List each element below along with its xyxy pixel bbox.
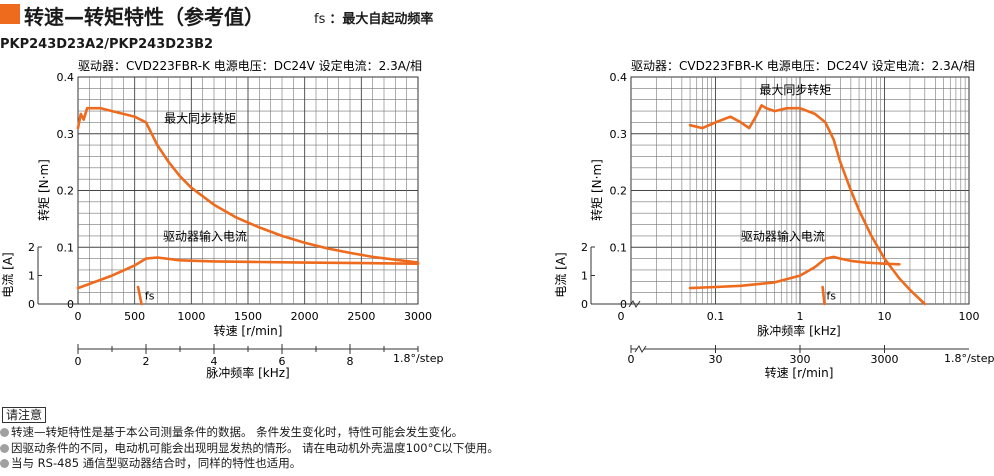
x-tick-label: 1 xyxy=(797,310,804,323)
secondary-tick-label: 8 xyxy=(347,355,354,368)
header: 转速—转矩特性（参考值） fs ：最大自起动频率 xyxy=(0,0,994,30)
y-tick-label: 0.2 xyxy=(57,185,75,198)
notes-title: 请注意 xyxy=(2,407,47,423)
y-tick-label: 0.1 xyxy=(610,241,628,254)
y-tick-label: 0.4 xyxy=(610,71,628,84)
series-label: 最大同步转矩 xyxy=(759,82,831,97)
note-item: 因驱动条件的不同，电动机可能会出现明显发热的情形。 请在电动机外壳温度100°C… xyxy=(0,441,994,457)
y-tick-label: 0.4 xyxy=(57,71,75,84)
notes: 请注意 转速—转矩特性是基于本公司测量条件的数据。 条件发生变化时，特性可能会发… xyxy=(0,404,994,472)
series-line-1 xyxy=(688,255,901,290)
page-title: 转速—转矩特性（参考值） xyxy=(24,5,264,29)
x-tick-label: 10 xyxy=(878,310,892,323)
chart-left: 驱动器：CVD223FBR-K 电源电压：DC24V 设定电流：2.3A/相 转… xyxy=(1,58,444,380)
series-label: fs xyxy=(145,289,155,302)
title-square-icon xyxy=(0,4,20,24)
secondary-tick-label: 0 xyxy=(628,353,635,366)
series-line-1 xyxy=(76,256,420,290)
secondary-axis-label: 脉冲频率 [kHz] xyxy=(206,365,289,380)
bullet-icon xyxy=(0,459,9,468)
note-item: 当与 RS-485 通信型驱动器结合时，同样的特性也适用。 xyxy=(0,456,994,472)
x-tick-label: 1000 xyxy=(177,310,205,323)
secondary-tick-label: 4 xyxy=(211,355,218,368)
current-tick-label: 0 xyxy=(28,298,35,311)
y-tick-label: 0.3 xyxy=(57,128,75,141)
bullet-icon xyxy=(0,428,9,437)
driver-info: 驱动器：CVD223FBR-K 电源电压：DC24V 设定电流：2.3A/相 xyxy=(631,58,975,73)
note-item: 转速—转矩特性是基于本公司测量条件的数据。 条件发生变化时，特性可能会发生变化。 xyxy=(0,425,994,441)
y-tick-label: 0.3 xyxy=(610,128,628,141)
secondary-axis-note: 1.8°/step xyxy=(393,352,444,365)
x-axis-label: 脉冲频率 [kHz] xyxy=(757,323,840,338)
current-tick-label: 2 xyxy=(28,241,35,254)
subtitle: fs ：最大自起动频率 xyxy=(314,8,433,27)
y2-axis-label: 电流 [A] xyxy=(1,252,15,297)
x-tick-label: 0 xyxy=(618,310,625,323)
series-label: 驱动器输入电流 xyxy=(741,228,825,243)
y-tick-label: 0.1 xyxy=(57,241,75,254)
x-tick-label: 2000 xyxy=(291,310,319,323)
series-label: 最大同步转矩 xyxy=(164,110,236,125)
y-axis-label: 转矩 [N·m] xyxy=(589,159,604,221)
x-tick-label: 0.1 xyxy=(707,310,725,323)
x-tick-label: 3000 xyxy=(404,310,432,323)
note-text: 因驱动条件的不同，电动机可能会出现明显发热的情形。 请在电动机外壳温度100°C… xyxy=(11,440,499,455)
series-label: 驱动器输入电流 xyxy=(163,228,247,243)
secondary-axis-label: 转速 [r/min] xyxy=(765,365,834,380)
note-text: 当与 RS-485 通信型驱动器结合时，同样的特性也适用。 xyxy=(11,456,302,470)
bullet-icon xyxy=(0,443,9,453)
secondary-axis-note: 1.8°/step xyxy=(944,352,994,365)
x-tick-label: 2500 xyxy=(347,310,375,323)
subtitle-key: fs xyxy=(314,12,326,27)
axis-break-icon xyxy=(628,300,641,308)
y2-axis-label: 电流 [A] xyxy=(554,252,568,297)
current-tick-label: 1 xyxy=(28,270,35,283)
current-tick-label: 1 xyxy=(581,270,588,283)
secondary-tick-label: 30 xyxy=(709,353,723,366)
series-line-2 xyxy=(821,285,826,306)
current-tick-label: 2 xyxy=(581,241,588,254)
current-tick-label: 0 xyxy=(581,298,588,311)
x-tick-label: 1500 xyxy=(234,310,262,323)
x-tick-label: 0 xyxy=(75,310,82,323)
secondary-tick-label: 6 xyxy=(279,355,286,368)
x-tick-label: 100 xyxy=(959,310,980,323)
note-text: 转速—转矩特性是基于本公司测量条件的数据。 条件发生变化时，特性可能会发生变化。 xyxy=(11,425,464,439)
series-line-0 xyxy=(76,106,420,264)
y-tick-label: 0.2 xyxy=(610,185,628,198)
series-label: fs xyxy=(826,289,836,302)
model-label: PKP243D23A2/PKP243D23B2 xyxy=(0,37,214,52)
x-tick-label: 500 xyxy=(124,310,145,323)
secondary-tick-label: 2 xyxy=(143,355,150,368)
chart-right: 驱动器：CVD223FBR-K 电源电压：DC24V 设定电流：2.3A/相 转… xyxy=(554,58,994,380)
axis-break-icon xyxy=(634,345,647,353)
series-line-0 xyxy=(688,104,927,306)
secondary-tick-label: 0 xyxy=(75,355,82,368)
series-line-2 xyxy=(136,285,143,306)
subtitle-text: ：最大自起动频率 xyxy=(329,12,434,27)
y-axis-label: 转矩 [N·m] xyxy=(36,159,51,221)
secondary-tick-label: 300 xyxy=(790,353,811,366)
secondary-tick-label: 3000 xyxy=(871,353,899,366)
driver-info: 驱动器：CVD223FBR-K 电源电压：DC24V 设定电流：2.3A/相 xyxy=(78,58,422,73)
x-axis-label: 转速 [r/min] xyxy=(214,323,283,338)
